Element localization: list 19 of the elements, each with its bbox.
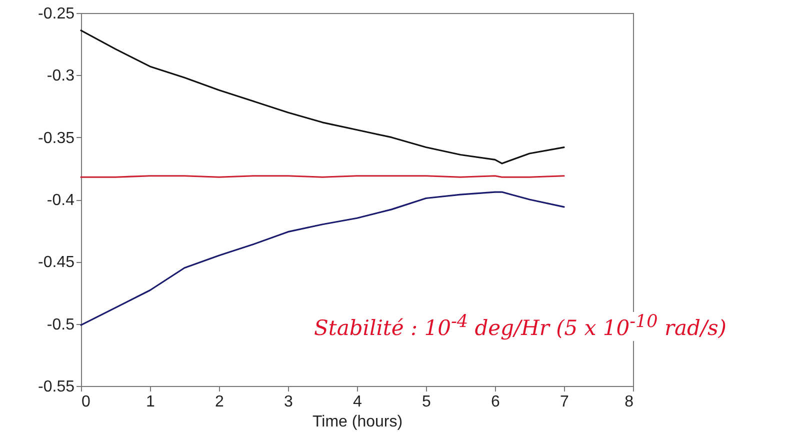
y-tick-label: -0.4	[46, 192, 75, 209]
x-tick-label: 5	[422, 394, 432, 410]
x-tick-label: 6	[491, 394, 500, 410]
y-tick-label: -0.25	[38, 6, 75, 22]
x-tick-label: 1	[146, 394, 156, 410]
y-tick-label: -0.35	[38, 130, 75, 147]
x-tick-label: 2	[215, 394, 224, 410]
x-tick-label: 4	[353, 394, 362, 410]
y-tick-label: -0.3	[46, 68, 75, 85]
x-tick-label: 0	[82, 394, 90, 410]
x-axis-title: Time (hours)	[312, 414, 403, 430]
x-tick-label: 7	[560, 394, 570, 410]
annotation: Stabilité : 10$^{-4}$ deg/Hr (5 x 10$^{-10}$ rad/s)	[310, 312, 730, 342]
y-tick-label: -0.5	[46, 316, 75, 334]
y-tick-label: -0.55	[38, 378, 75, 396]
y-tick-label: -0.45	[38, 254, 75, 272]
x-tick-label: 3	[284, 394, 294, 410]
x-tick-label: 8	[624, 394, 634, 410]
line-series	[80, 30, 565, 164]
